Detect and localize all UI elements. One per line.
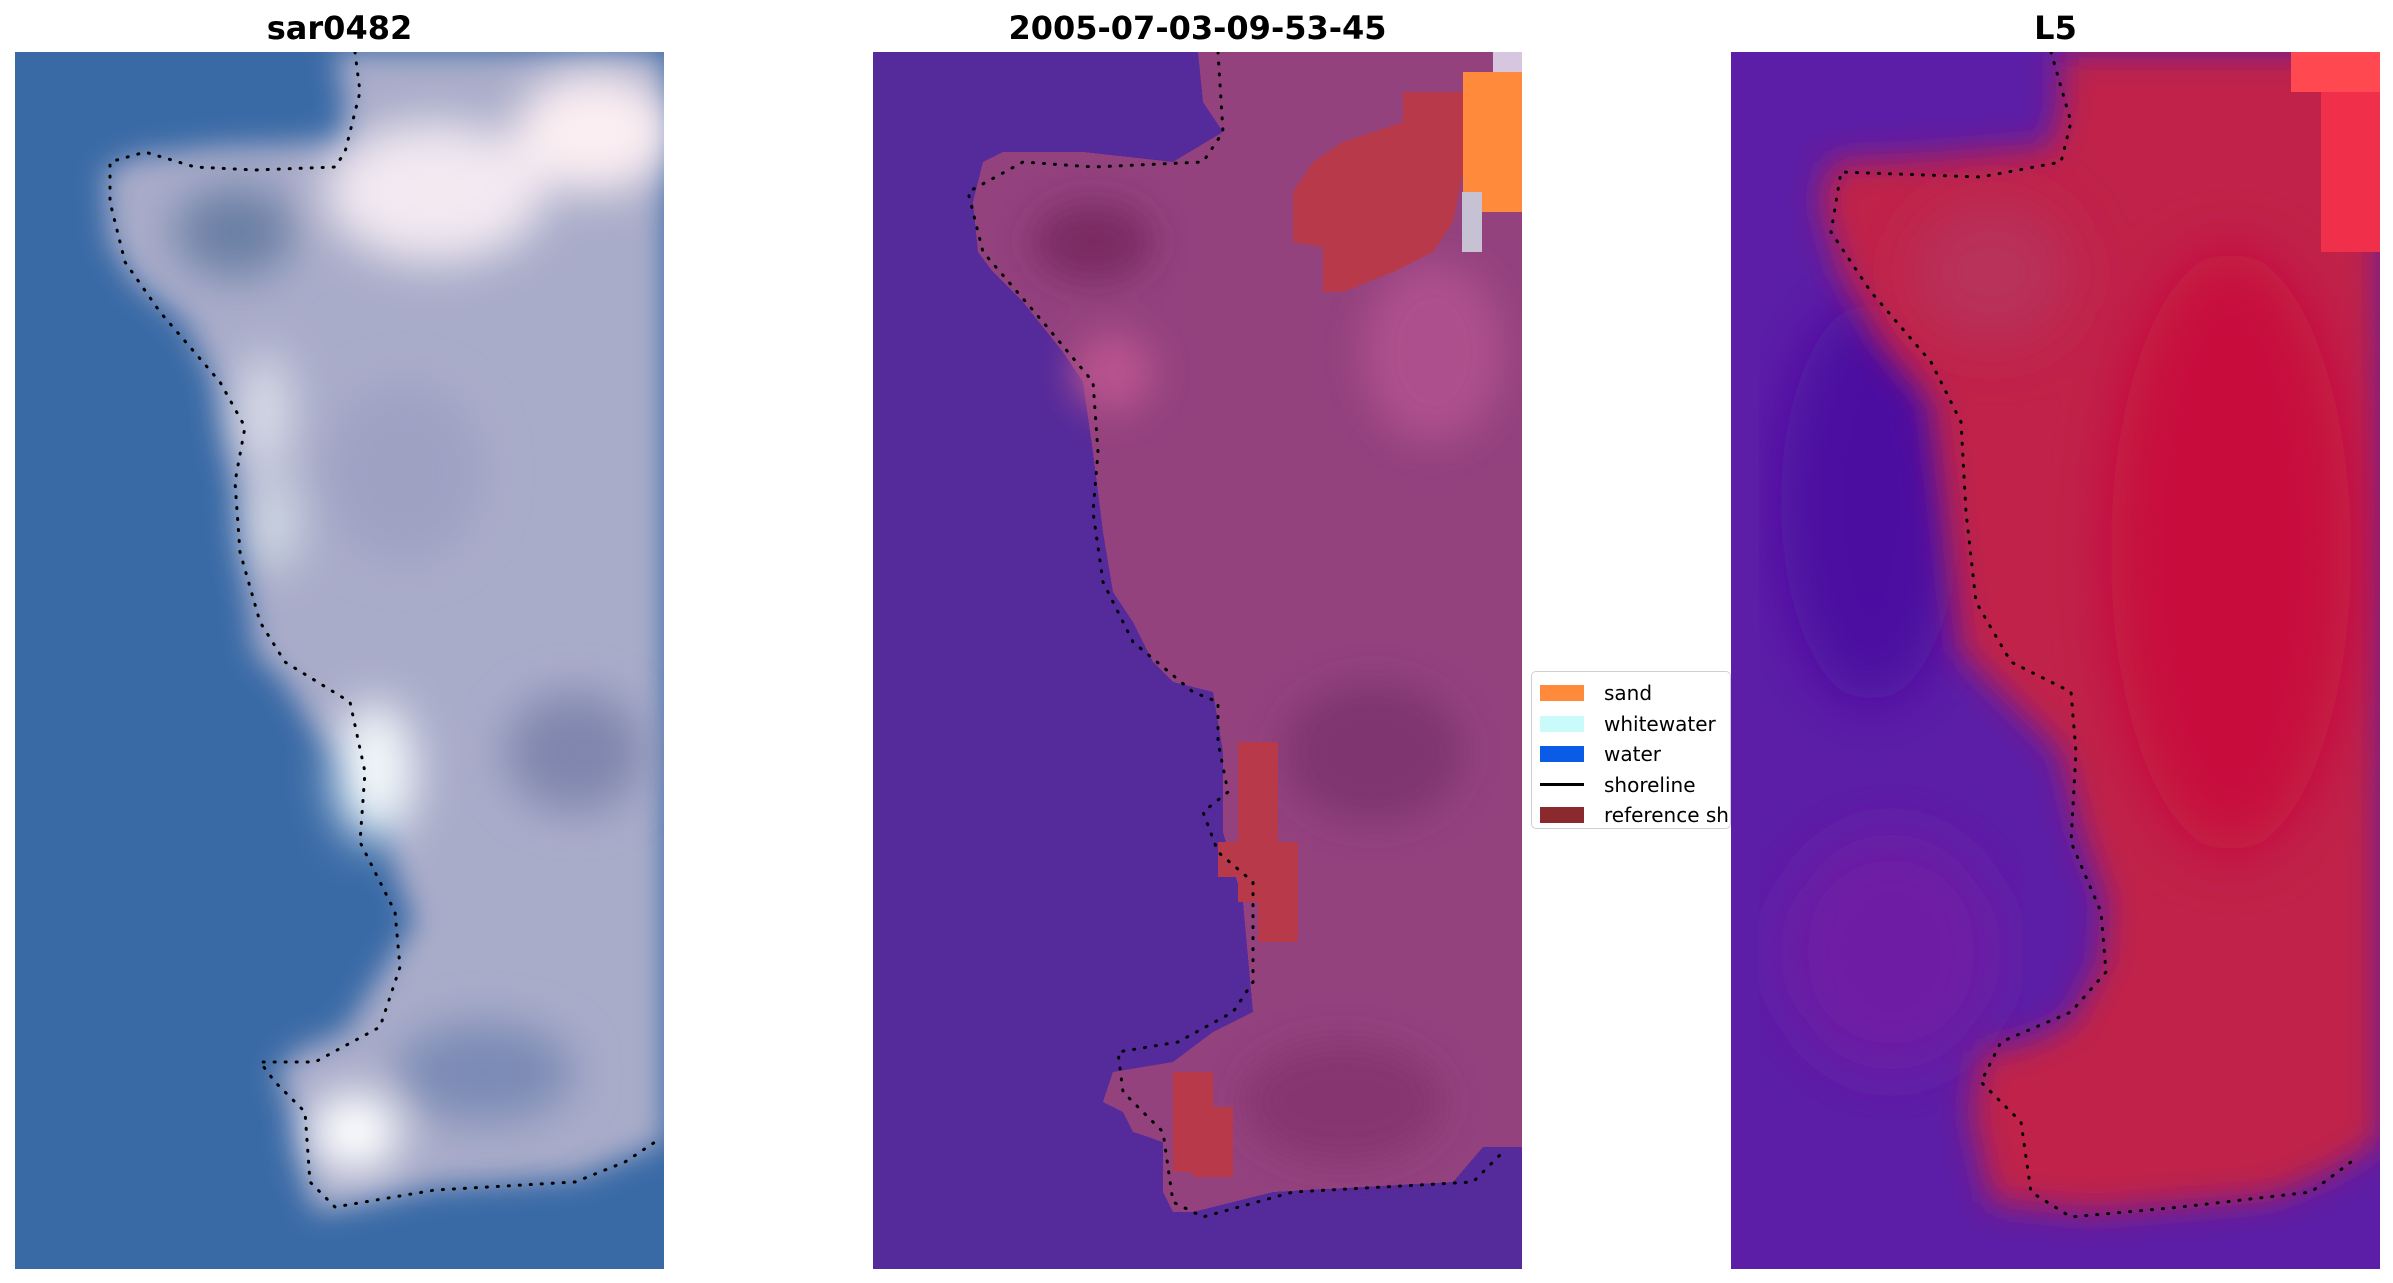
shoreline-dots xyxy=(108,52,657,1209)
rgb-image-panel xyxy=(15,52,664,1269)
legend-swatch-water xyxy=(1540,746,1584,763)
reference-shoreline-patches xyxy=(1173,92,1463,1177)
panel-title-classified: 2005-07-03-09-53-45 xyxy=(1008,9,1387,47)
legend-label-shoreline: shoreline xyxy=(1604,772,1696,797)
water-texture xyxy=(1781,302,2001,1072)
legend-swatch-reference-shoreline xyxy=(1540,807,1584,824)
panel-title-index: L5 xyxy=(2034,9,2077,47)
legend-item-water: water xyxy=(1540,739,1730,770)
legend-label-water: water xyxy=(1604,742,1661,767)
land-texture xyxy=(1911,202,2351,852)
sand-patches xyxy=(1462,52,1522,252)
index-image xyxy=(1731,52,2380,1269)
class-texture xyxy=(1033,202,1503,1162)
legend-item-reference-shoreline: reference shoreline xyxy=(1540,800,1730,828)
legend-swatch-sand xyxy=(1540,685,1584,702)
high-index-corner xyxy=(2291,52,2380,92)
legend-swatch-whitewater xyxy=(1540,715,1584,732)
panel-title-rgb: sar0482 xyxy=(266,9,413,47)
legend-label-reference-shoreline: reference shoreline xyxy=(1604,803,1730,828)
land-texture xyxy=(175,72,664,1172)
rgb-image xyxy=(15,52,664,1269)
legend-item-shoreline: shoreline xyxy=(1540,770,1730,801)
legend: sand whitewater water shoreline referenc… xyxy=(1531,671,1731,829)
legend-item-whitewater: whitewater xyxy=(1540,709,1730,740)
legend-label-whitewater: whitewater xyxy=(1604,711,1716,736)
classified-image-panel xyxy=(873,52,1522,1269)
legend-label-sand: sand xyxy=(1604,681,1653,706)
land-area xyxy=(105,52,664,1212)
index-image-panel xyxy=(1731,52,2380,1269)
classified-image xyxy=(873,52,1522,1269)
legend-item-sand: sand xyxy=(1540,678,1730,709)
legend-swatch-shoreline xyxy=(1540,783,1584,787)
